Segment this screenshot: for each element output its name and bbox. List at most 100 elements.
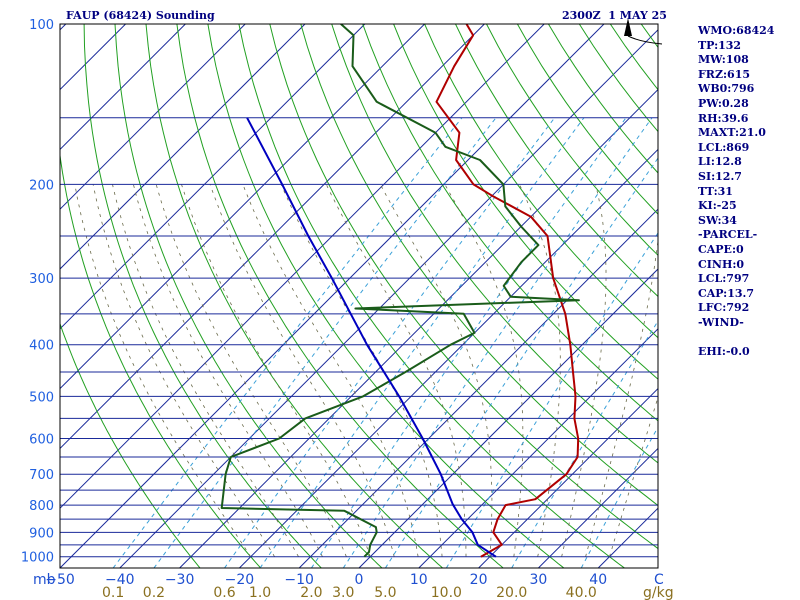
stability-index-row: WB0:796 — [698, 82, 755, 96]
stability-index-row: TP:132 — [698, 38, 742, 52]
pressure-unit-label: mb — [33, 572, 56, 588]
mixing-ratio-tick-label: 40.0 — [566, 585, 597, 600]
stability-index-row: EHI:-0.0 — [698, 345, 750, 359]
mixing-ratio-axis-labels: 0.1 0.2 0.6 1.0 2.0 3.0 5.0 10.0 20.0 40.0 — [102, 585, 597, 600]
dry-adiabat — [114, 24, 383, 568]
dry-adiabat — [207, 24, 565, 568]
isotherm-line — [60, 24, 605, 568]
stability-index-row: -WIND- — [698, 315, 744, 329]
stability-index-row: CAP:13.7 — [698, 286, 755, 300]
sounding-time: 2300Z 1 MAY 25 — [562, 9, 667, 22]
mixing-ratio-tick-label: 0.1 — [102, 585, 124, 600]
isotherm-line — [358, 268, 658, 568]
isotherm-line — [60, 24, 485, 450]
isotherm-line — [60, 24, 366, 330]
stability-index-row: TT:31 — [698, 184, 733, 198]
dry-adiabat — [393, 24, 658, 380]
dry-adiabat — [362, 24, 658, 422]
mixing-ratio-tick-label: 1.0 — [249, 585, 271, 600]
temperature-tick-label: −50 — [45, 572, 75, 588]
stability-indices-panel: WMO:68424 TP:132 MW:108 FRZ:615 WB0:796 PW:0.… — [698, 24, 798, 360]
isotherm-line — [418, 328, 658, 568]
pressure-tick-label: 700 — [29, 468, 54, 483]
dry-adiabat — [83, 24, 322, 568]
moist-adiabat — [519, 184, 561, 557]
sounding-traces — [220, 24, 580, 558]
dry-adiabat — [300, 24, 658, 507]
temperature-axis-labels: −50 −40 −30 −20 −10 0 10 20 30 40 — [45, 572, 607, 588]
mixing-ratio-tick-label: 0.6 — [213, 585, 235, 600]
dry-adiabat — [60, 322, 201, 568]
moist-adiabat — [242, 184, 419, 557]
temperature-tick-label: 30 — [529, 572, 547, 588]
stability-index-row: WMO:68424 — [698, 24, 775, 37]
temperature-tick-label: 0 — [355, 572, 364, 588]
stability-index-row — [698, 330, 798, 345]
wind-flag-icon — [624, 18, 632, 36]
stability-index-row: MW:108 — [698, 53, 749, 67]
isotherm-line — [538, 447, 658, 568]
sounding-title: FAUP (68424) Sounding — [66, 9, 215, 22]
isotherm-line — [60, 24, 246, 210]
mixing-ratio-tick-label: 20.0 — [496, 585, 527, 600]
temperature-tick-label: −30 — [165, 572, 195, 588]
stability-index-row: MAXT:21.0 — [698, 126, 766, 140]
dry-adiabat — [486, 24, 658, 256]
mixing-ratio-tick-label: 10.0 — [431, 585, 462, 600]
isotherm-line — [119, 29, 658, 568]
mixing-ratio-unit-label: g/kg — [643, 585, 674, 600]
isotherm-line — [60, 24, 545, 509]
pressure-tick-label: 200 — [29, 178, 54, 193]
pressure-axis-labels: 100 200 300 400 500 600 700 800 900 1000 — [21, 18, 54, 566]
temperature-tick-label: −40 — [105, 572, 135, 588]
temperature-tick-label: 10 — [410, 572, 428, 588]
stability-index-row: SW:34 — [698, 213, 737, 227]
isotherm-line — [60, 24, 425, 390]
temperature-tick-label: −10 — [284, 572, 314, 588]
dewpoint-trace — [220, 24, 580, 558]
dry-adiabat — [176, 24, 504, 568]
isotherm-line — [478, 387, 658, 568]
stability-index-row: LCL:797 — [698, 272, 750, 286]
mixing-ratio-tick-label: 0.2 — [143, 585, 165, 600]
mixing-ratio-tick-label: 2.0 — [300, 585, 322, 600]
temperature-unit-label: C — [654, 572, 664, 588]
plot-frame — [59, 23, 659, 569]
mixing-ratio-tick-label: 5.0 — [374, 585, 396, 600]
pressure-tick-label: 800 — [29, 499, 54, 514]
pressure-tick-label: 900 — [29, 526, 54, 541]
stability-index-row: KI:-25 — [698, 199, 737, 213]
dry-adiabat — [238, 24, 625, 568]
moist-adiabat — [379, 184, 493, 557]
dry-adiabat — [424, 24, 658, 339]
stability-index-row: LI:12.8 — [698, 155, 742, 169]
stability-index-row: SI:12.7 — [698, 169, 742, 183]
pressure-tick-label: 600 — [29, 433, 54, 448]
stability-index-row: CAPE:0 — [698, 242, 744, 256]
pressure-tick-label: 100 — [29, 18, 54, 33]
stability-index-row: FRZ:615 — [698, 67, 751, 81]
pressure-tick-label: 500 — [29, 390, 54, 405]
isotherm-line — [60, 24, 306, 270]
dry-adiabat-lines — [60, 24, 658, 568]
parcel-trace — [246, 117, 497, 558]
stability-index-row: -PARCEL- — [698, 228, 758, 242]
dry-adiabat — [331, 24, 658, 464]
temperature-trace — [435, 24, 580, 558]
dry-adiabat — [145, 24, 443, 568]
stability-index-row: RH:39.6 — [698, 111, 749, 125]
moist-adiabat — [609, 395, 658, 557]
stability-index-row: LFC:792 — [698, 301, 750, 315]
pressure-tick-label: 400 — [29, 339, 54, 354]
dry-adiabat — [455, 24, 658, 298]
isotherm-line — [60, 24, 186, 151]
isotherm-line — [179, 88, 658, 568]
stability-index-row: CINH:0 — [698, 257, 745, 271]
dry-adiabat — [60, 151, 262, 568]
temperature-tick-label: 20 — [470, 572, 488, 588]
stability-index-row: LCL:869 — [698, 140, 750, 154]
stability-index-row: PW:0.28 — [698, 96, 749, 110]
pressure-tick-label: 1000 — [21, 551, 54, 566]
moist-adiabat — [181, 184, 371, 557]
